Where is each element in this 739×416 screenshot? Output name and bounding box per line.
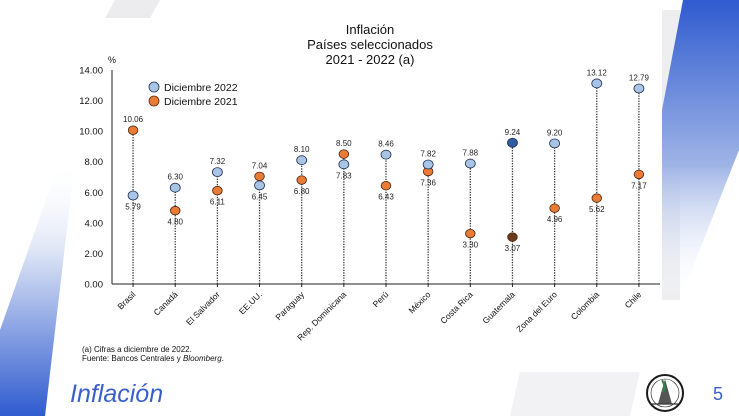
data-label-2021: 10.06: [123, 115, 144, 124]
data-label-2022: 7.88: [463, 149, 479, 158]
x-tick-label: Brasil: [115, 289, 137, 311]
y-tick-label: 2.00: [85, 249, 104, 260]
marker-2021-4: [296, 175, 307, 185]
data-label-2021: 6.43: [378, 193, 394, 202]
footnote-line-2: Fuente: Bancos Centrales y Bloomberg.: [82, 354, 224, 363]
footnote-source-suffix: .: [221, 354, 224, 363]
marker-2022-1: [169, 182, 181, 193]
data-label-2021: 6.11: [210, 198, 226, 207]
legend-label-2022: Diciembre 2022: [164, 82, 238, 94]
y-tick-label: 12.00: [79, 96, 103, 107]
x-tick-label: EE.UU.: [237, 289, 264, 316]
decor-blue-left: [0, 160, 75, 416]
marker-2022-11: [591, 78, 603, 89]
decor-gray-bottom: [510, 372, 640, 416]
legend-marker-2022: [148, 81, 160, 93]
y-tick-label: 6.00: [85, 188, 104, 199]
footer-title: Inflación: [70, 380, 164, 408]
x-tick-labels: Brasil Canadá El Salvador EE.UU. ParaguayRep…: [115, 289, 643, 343]
marker-2022-10: [549, 138, 561, 149]
data-label-2022: 9.24: [505, 128, 521, 137]
y-tick-label: 10.00: [79, 127, 103, 138]
footnote-source-prefix: Fuente: Bancos Centrales y: [82, 354, 183, 363]
chart-title: Inflación: [346, 22, 394, 37]
x-tick-label: Paraguay: [273, 289, 306, 322]
marker-2022-0: [127, 190, 139, 201]
x-tick-label: Guatemala: [480, 289, 517, 326]
legend-marker-2021: [148, 95, 160, 107]
marker-2022-2: [211, 167, 223, 178]
data-label-2022: 8.46: [378, 140, 394, 149]
legend: Diciembre 2022 Diciembre 2021: [148, 81, 238, 108]
data-label-2021: 4.80: [167, 218, 183, 227]
legend-label-2021: Diciembre 2021: [164, 96, 238, 108]
data-label-2021: 3.30: [463, 241, 479, 250]
decor-blue-right: [662, 0, 739, 300]
marker-2022-3: [254, 180, 265, 191]
page-number: 5: [713, 384, 724, 404]
bank-logo: [646, 374, 684, 412]
data-label-2022: 7.83: [336, 171, 352, 180]
x-tick-label: El Salvador: [184, 289, 222, 327]
data-label-2022: 13.12: [587, 68, 608, 77]
marker-2021-9: [507, 232, 518, 242]
data-label-2022: 12.79: [629, 73, 650, 82]
x-tick-label: Colombia: [569, 289, 602, 322]
marker-2021-0: [127, 125, 139, 135]
marker-2021-8: [465, 228, 476, 239]
marker-2021-2: [212, 185, 223, 196]
marker-2021-3: [254, 171, 265, 182]
marker-2022-8: [464, 158, 476, 169]
marker-2021-6: [380, 181, 392, 191]
dotted-stems: [132, 83, 640, 284]
data-label-2022: 8.10: [294, 145, 310, 154]
x-tick-label: Perú: [371, 289, 391, 309]
x-tick-label: México: [406, 289, 432, 315]
data-label-2022: 5.79: [125, 202, 141, 211]
x-tick-label: Zona del Euro: [514, 289, 559, 334]
data-label-2022: 7.82: [420, 149, 436, 158]
marker-2022-5: [338, 159, 350, 170]
x-tick-label: Chile: [623, 289, 644, 310]
marker-2022-7: [422, 159, 434, 170]
marker-2021-10: [549, 203, 560, 213]
data-label-2021: 7.04: [252, 161, 268, 170]
y-tick-label: 14.00: [79, 66, 103, 77]
data-label-2022: 6.45: [252, 192, 268, 201]
data-label-2021: 3.07: [505, 244, 521, 253]
chart-subtitle: Países seleccionados: [307, 37, 433, 52]
data-label-2021: 7.36: [420, 178, 436, 187]
y-tick-label: 4.00: [85, 218, 104, 229]
marker-2022-9: [507, 137, 518, 148]
y-tick-label: 0.00: [85, 280, 104, 291]
marker-2022-4: [296, 155, 308, 166]
marker-2021-1: [170, 205, 181, 216]
axes: 0.00 2.00 4.00 6.00 8.00 10.00 12.00 14.00: [79, 66, 660, 291]
decor-gray-top: [105, 0, 160, 18]
marker-2022-6: [380, 149, 392, 160]
data-label-2021: 5.62: [589, 205, 605, 214]
data-label-2022: 7.32: [210, 157, 226, 166]
marker-2021-5: [338, 149, 350, 159]
footnote-line-1: (a) Cifras a diciembre de 2022.: [82, 345, 192, 354]
data-markers: 5.79 10.06 6.30 4.80 7.32 6.11 6.45 7.04 8.10 6.8…: [123, 68, 649, 253]
chart-subtitle-period: 2021 - 2022 (a): [326, 52, 415, 67]
marker-2022-12: [633, 83, 645, 94]
data-label-2021: 7.17: [631, 181, 647, 190]
y-axis-unit: %: [108, 55, 116, 65]
marker-2021-12: [633, 169, 645, 180]
data-label-2022: 9.20: [547, 128, 563, 137]
x-tick-label: Costa Rica: [438, 289, 475, 326]
footnote-source-italic: Bloomberg: [182, 354, 222, 363]
data-label-2021: 4.96: [547, 215, 563, 224]
x-tick-label: Canadá: [152, 289, 180, 317]
y-tick-label: 8.00: [85, 157, 104, 168]
footnote: (a) Cifras a diciembre de 2022. Fuente: …: [82, 345, 224, 363]
data-label-2021: 8.50: [336, 139, 352, 148]
data-label-2021: 6.80: [294, 187, 310, 196]
data-label-2022: 6.30: [167, 173, 183, 182]
marker-2021-11: [591, 193, 602, 203]
